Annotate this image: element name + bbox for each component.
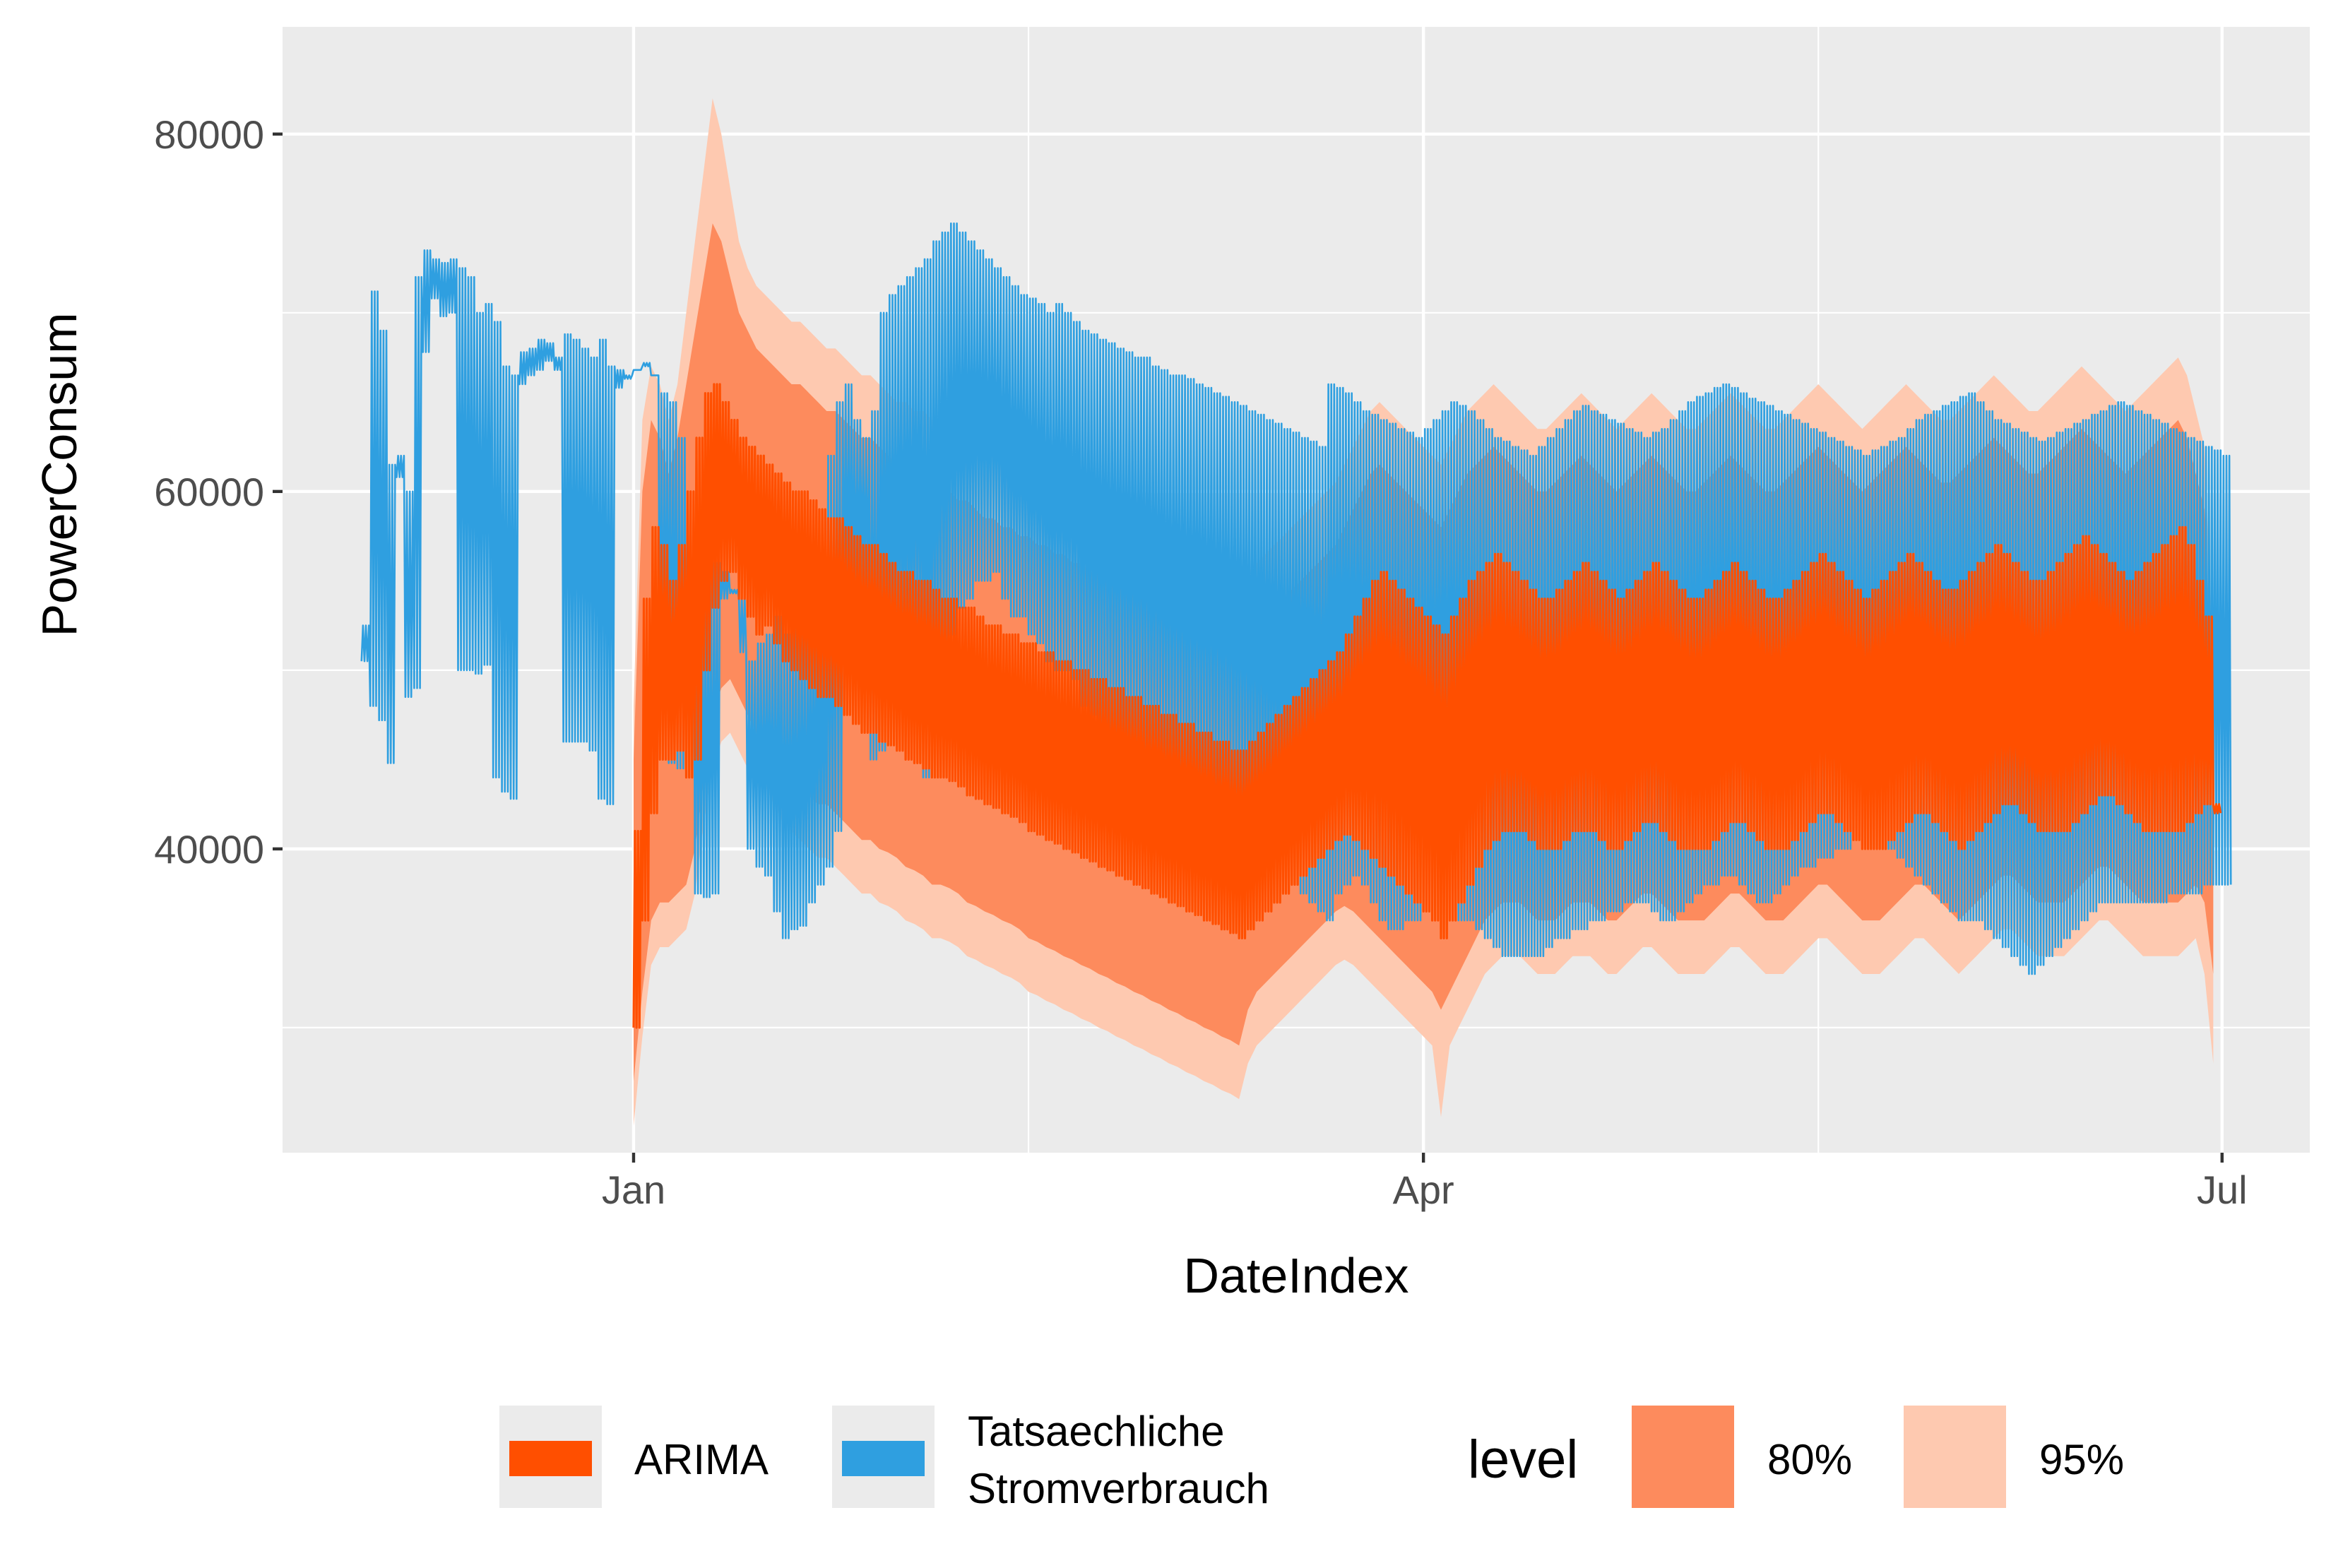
axes: 40000 60000 80000 Jan Apr Jul: [154, 112, 2247, 1212]
arima-line: [632, 383, 2222, 1029]
legend-label-actual-line1: Tatsaechliche: [968, 1408, 1225, 1455]
x-tick-label: Jul: [2197, 1168, 2248, 1212]
actual-line: [360, 222, 2232, 975]
legend-key-actual: [842, 1441, 925, 1476]
legend-key-arima: [509, 1441, 592, 1476]
arima-series: [632, 383, 2222, 1029]
y-tick-label: 60000: [154, 470, 264, 514]
x-tick-label: Jan: [602, 1168, 665, 1212]
y-axis-title: PowerConsum: [32, 312, 87, 636]
legend-label-actual-line2: Stromverbrauch: [968, 1465, 1269, 1512]
actual-series: [360, 222, 2232, 975]
legend-key-95: [1904, 1406, 2006, 1508]
legend-key-80: [1632, 1406, 1734, 1508]
y-tick-label: 80000: [154, 112, 264, 157]
legend-label-80: 80%: [1767, 1436, 1852, 1483]
x-tick-label: Apr: [1393, 1168, 1454, 1212]
legend-title-level: level: [1468, 1430, 1578, 1490]
legend-label-95: 95%: [2039, 1436, 2124, 1483]
legend: ARIMA Tatsaechliche Stromverbrauch level…: [499, 1406, 2124, 1512]
y-tick-label: 40000: [154, 827, 264, 872]
x-axis-title: DateIndex: [1183, 1248, 1408, 1303]
legend-label-arima: ARIMA: [634, 1436, 769, 1483]
